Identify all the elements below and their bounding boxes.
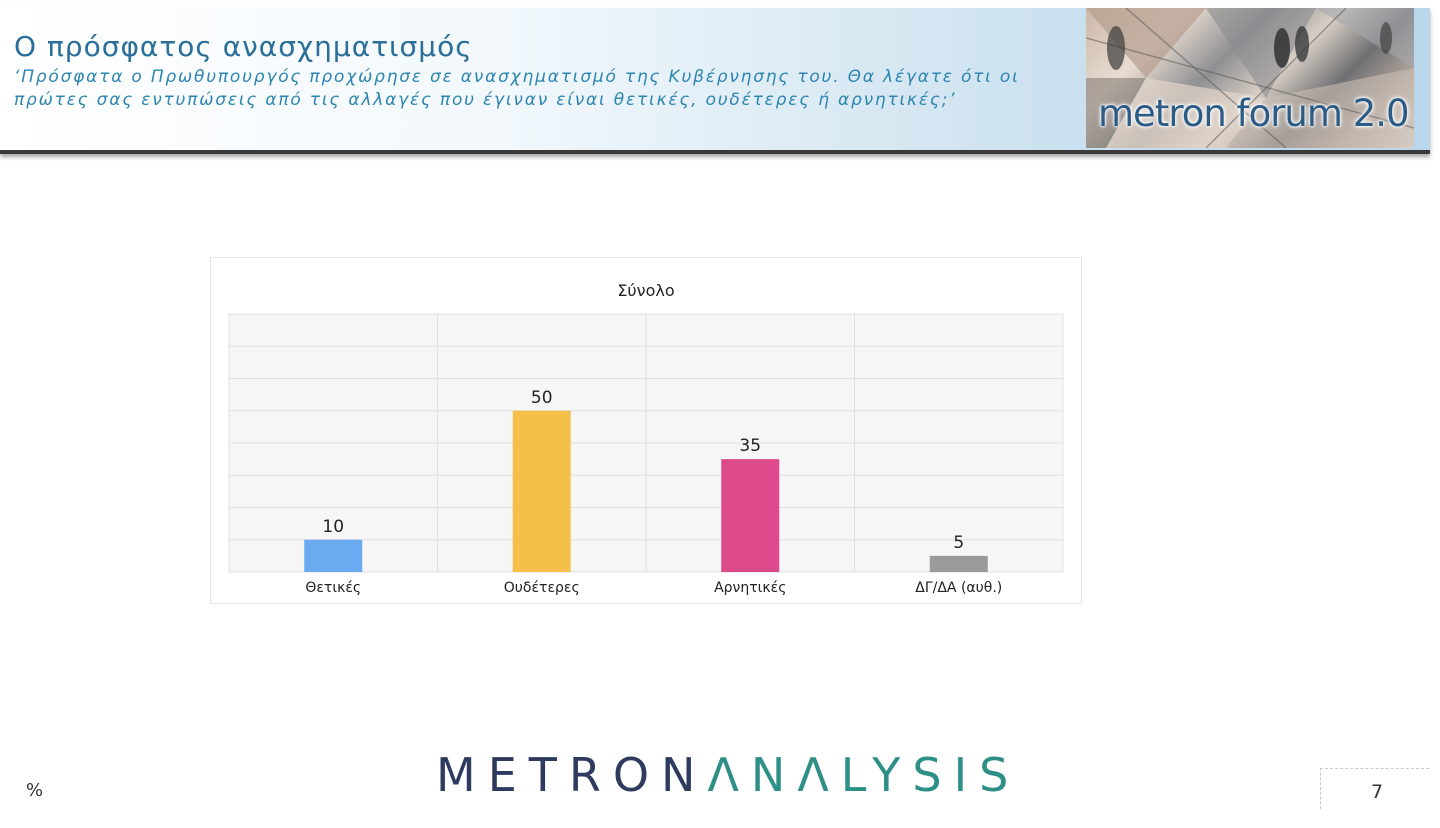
unit-label: % — [26, 780, 44, 801]
bar-chart: Σύνολο 10 50 35 5 Θετικές Ουδέτερες Αρνητικές… — [228, 281, 1064, 596]
bar-3 — [721, 459, 780, 572]
metron-analysis-logo: METRONΛNΛLYSIS — [436, 748, 1020, 802]
logo-background-graphic — [1086, 8, 1414, 148]
bar-1 — [304, 539, 363, 572]
bar-chart-panel: Σύνολο 10 50 35 5 Θετικές Ουδέτερες Αρνητικές… — [210, 257, 1082, 604]
survey-question: ‘Πρόσφατα ο Πρωθυπουργός προχώρησε σε αν… — [14, 67, 1020, 110]
logo-text: metron forum 2.0 — [1098, 92, 1410, 135]
bar-value-label: 35 — [739, 436, 761, 456]
page-number-box: 7 — [1320, 768, 1429, 809]
brand-part-analysis: ΛNΛLYSIS — [707, 748, 1021, 802]
chart-bars — [304, 410, 988, 572]
bar-value-label: 5 — [953, 533, 964, 553]
header-band: Ο πρόσφατος ανασχηματισμός ‘Πρόσφατα ο Π… — [0, 8, 1430, 154]
bar-value-label: 50 — [531, 388, 553, 408]
bar-2 — [512, 410, 571, 572]
chart-value-labels: 10 50 35 5 — [322, 388, 964, 553]
chart-grid — [228, 313, 1064, 573]
bar-value-label: 10 — [322, 517, 344, 537]
category-label: Αρνητικές — [714, 580, 786, 596]
category-label: Ουδέτερες — [504, 580, 580, 596]
bar-4 — [929, 555, 988, 572]
category-label: Θετικές — [305, 580, 361, 596]
metron-forum-logo: metron forum 2.0 — [1086, 8, 1414, 148]
chart-category-labels: Θετικές Ουδέτερες Αρνητικές ΔΓ/ΔΑ (αυθ.) — [305, 580, 1002, 596]
chart-title: Σύνολο — [617, 281, 674, 300]
category-label: ΔΓ/ΔΑ (αυθ.) — [915, 580, 1002, 596]
slide-title: Ο πρόσφατος ανασχηματισμός — [14, 30, 473, 63]
brand-part-metron: METRON — [436, 748, 708, 802]
page-number: 7 — [1371, 781, 1384, 803]
